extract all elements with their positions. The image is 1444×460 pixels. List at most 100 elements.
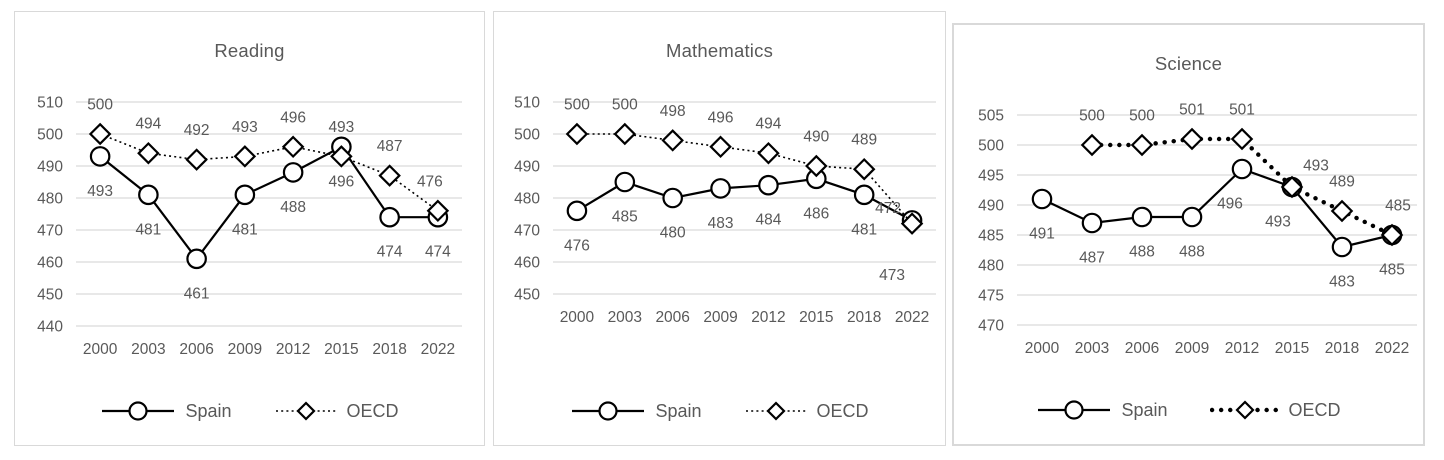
oecd-data-label: 500 xyxy=(612,97,638,114)
y-axis-tick-label: 470 xyxy=(514,223,540,240)
chart-title: Reading xyxy=(214,40,285,61)
x-axis-tick-label: 2012 xyxy=(751,309,785,326)
spain-data-label: 496 xyxy=(1217,196,1243,213)
legend-item-spain: Spain xyxy=(100,399,232,423)
legend-label-spain: Spain xyxy=(185,400,232,421)
spain-data-label: 481 xyxy=(135,221,161,238)
x-axis-tick-label: 2015 xyxy=(799,309,833,326)
oecd-marker xyxy=(1130,133,1154,157)
y-axis-tick-label: 485 xyxy=(978,228,1004,245)
spain-legend-marker xyxy=(1064,400,1085,420)
spain-series-swatch-icon xyxy=(1038,400,1111,420)
oecd-data-label: 494 xyxy=(135,116,161,133)
spain-data-label: 488 xyxy=(280,199,306,216)
spain-marker xyxy=(1231,158,1253,180)
y-axis-tick-label: 495 xyxy=(978,168,1004,185)
spain-marker xyxy=(1131,206,1153,228)
oecd-data-label: 490 xyxy=(803,129,829,146)
x-axis-tick-label: 2000 xyxy=(1025,340,1060,357)
y-axis-tick-label: 500 xyxy=(37,127,63,144)
oecd-marker xyxy=(1380,223,1404,247)
oecd-data-label: 496 xyxy=(280,109,306,126)
oecd-data-label: 500 xyxy=(564,97,590,114)
spain-data-label: 483 xyxy=(1329,274,1355,291)
mathematics-plot: 510 500 490 480 470 460 450 2000 2003 2006 2009 201… xyxy=(514,95,936,326)
x-axis-tick-label: 2009 xyxy=(1175,340,1209,357)
legend-label-oecd: OECD xyxy=(346,400,399,421)
y-axis-tick-label: 460 xyxy=(37,255,63,272)
x-axis-tick-label: 2003 xyxy=(131,341,165,358)
reading-chart-panel: 510 500 490 480 470 460 450 440 2000 2003 2006 2009… xyxy=(14,11,485,446)
spain-series-swatch-icon xyxy=(572,401,645,421)
x-axis-tick-label: 2022 xyxy=(895,309,929,326)
spain-data-label: 493 xyxy=(1265,214,1291,231)
x-axis-tick-label: 2012 xyxy=(1225,340,1259,357)
x-axis-tick-label: 2022 xyxy=(421,341,455,358)
oecd-series-swatch-icon xyxy=(1209,400,1280,420)
oecd-data-label: 489 xyxy=(851,132,877,149)
x-axis-tick-label: 2003 xyxy=(608,309,642,326)
x-axis-tick-label: 2022 xyxy=(1375,340,1409,357)
chart-title: Mathematics xyxy=(665,40,774,61)
oecd-data-label: 496 xyxy=(708,109,734,126)
oecd-marker xyxy=(852,157,876,181)
oecd-marker xyxy=(426,199,450,223)
y-axis-tick-label: 505 xyxy=(978,108,1004,125)
x-axis-tick-label: 2006 xyxy=(655,309,689,326)
spain-data-label: 496 xyxy=(328,173,354,190)
spain-series-swatch-icon xyxy=(102,401,175,421)
y-axis-tick-label: 480 xyxy=(514,191,540,208)
y-axis-tick-label: 450 xyxy=(37,287,63,304)
oecd-marker xyxy=(185,148,208,171)
oecd-marker xyxy=(330,145,353,168)
oecd-data-label: 501 xyxy=(1179,102,1205,119)
spain-marker xyxy=(662,187,683,209)
y-axis-tick-label: 510 xyxy=(514,95,540,112)
y-axis-tick-label: 490 xyxy=(37,159,63,176)
spain-data-label: 485 xyxy=(612,209,638,226)
spain-data-label: 461 xyxy=(184,285,210,302)
spain-marker xyxy=(138,184,159,206)
y-axis-tick-label: 490 xyxy=(514,159,540,176)
legend-label-spain: Spain xyxy=(655,400,702,421)
spain-marker xyxy=(758,174,779,196)
oecd-series-swatch-icon xyxy=(275,401,336,421)
oecd-legend-marker xyxy=(295,401,316,421)
oecd-legend-marker xyxy=(1234,400,1255,420)
legend-label-oecd: OECD xyxy=(816,400,869,421)
spain-marker xyxy=(710,178,731,199)
oecd-legend-marker xyxy=(765,401,786,421)
oecd-data-label: 493 xyxy=(328,119,354,136)
spain-data-label: 474 xyxy=(425,244,451,261)
oecd-data-label: 485 xyxy=(1385,198,1411,215)
spain-line xyxy=(99,145,438,261)
oecd-marker xyxy=(565,122,589,146)
spain-data-label: 493 xyxy=(87,183,113,200)
science-plot: 505 500 495 490 485 480 475 470 2000 2003 2006 2009… xyxy=(978,102,1417,357)
oecd-line xyxy=(99,133,439,212)
spain-marker xyxy=(566,200,588,222)
oecd-marker xyxy=(757,141,780,165)
oecd-data-label: 500 xyxy=(1129,108,1155,125)
spain-legend-marker xyxy=(598,401,619,421)
y-axis-tick-label: 480 xyxy=(978,258,1004,275)
x-axis-tick-label: 2015 xyxy=(1275,340,1309,357)
y-axis-tick-label: 470 xyxy=(978,318,1004,335)
oecd-marker xyxy=(709,135,732,159)
x-axis-tick-label: 2003 xyxy=(1075,340,1109,357)
x-axis-tick-label: 2009 xyxy=(703,309,737,326)
y-axis-tick-label: 500 xyxy=(978,138,1004,155)
spain-data-label: 476 xyxy=(564,237,590,254)
oecd-marker xyxy=(1230,127,1254,151)
y-axis-tick-label: 440 xyxy=(37,319,63,336)
oecd-data-label: 500 xyxy=(1079,108,1105,125)
x-axis-tick-label: 2009 xyxy=(228,341,262,358)
y-axis-tick-label: 480 xyxy=(37,191,63,208)
science-chart-panel: 505 500 495 490 485 480 475 470 2000 2003 2006 2009… xyxy=(952,23,1425,446)
spain-marker xyxy=(186,248,207,270)
spain-data-label: 487 xyxy=(1079,250,1105,267)
oecd-data-label: 494 xyxy=(756,116,782,133)
spain-marker xyxy=(614,171,636,193)
x-axis-tick-label: 2006 xyxy=(1125,340,1159,357)
x-axis-tick-label: 2000 xyxy=(560,309,595,326)
